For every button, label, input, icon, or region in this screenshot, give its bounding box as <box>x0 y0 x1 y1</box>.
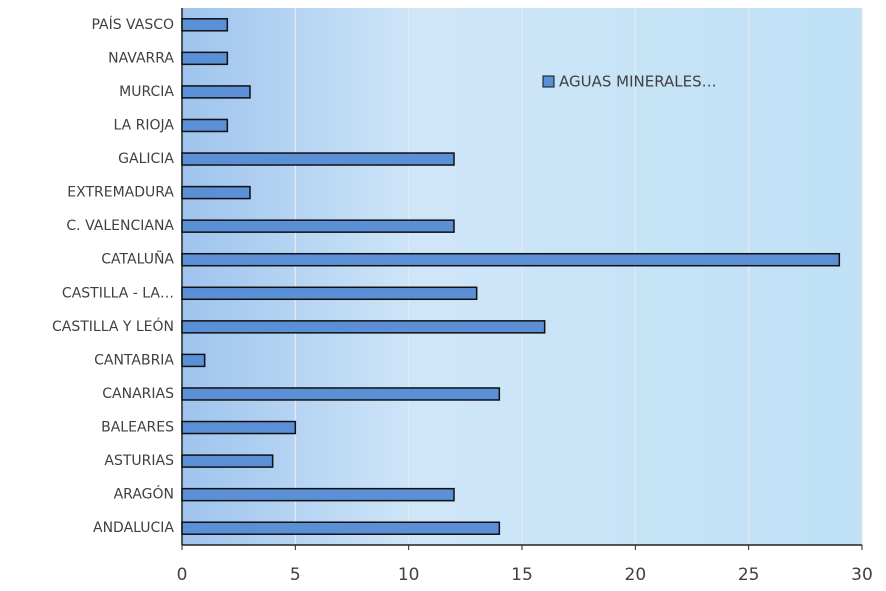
x-tick-label: 30 <box>851 565 873 585</box>
legend-label: AGUAS MINERALES… <box>559 73 717 91</box>
x-tick-label: 0 <box>177 565 188 585</box>
y-tick-label: CASTILLA Y LEÓN <box>52 317 174 335</box>
y-tick-label: CANARIAS <box>102 386 174 402</box>
y-tick-label: MURCIA <box>119 84 174 100</box>
bar <box>181 487 455 502</box>
y-tick-label: ANDALUCIA <box>93 520 174 536</box>
y-tick-label: ARAGÓN <box>114 485 174 503</box>
x-tick-label: 15 <box>511 565 533 585</box>
bar <box>181 320 546 334</box>
bar <box>181 152 455 166</box>
bar <box>181 454 274 468</box>
bar <box>181 219 455 233</box>
y-tick-label: EXTREMADURA <box>67 185 174 201</box>
x-tick-label: 5 <box>290 565 301 585</box>
y-tick-label: CANTABRIA <box>94 352 174 368</box>
bar <box>181 353 206 368</box>
bar <box>181 521 501 535</box>
bar <box>181 118 229 133</box>
bar <box>181 420 297 435</box>
y-tick-label: C. VALENCIANA <box>66 218 174 234</box>
y-tick-label: NAVARRA <box>108 50 174 66</box>
y-tick-label: ASTURIAS <box>104 453 174 469</box>
y-tick-label: CASTILLA - LA… <box>62 285 174 301</box>
bar <box>181 286 478 301</box>
bar <box>181 387 501 401</box>
x-tick-label: 25 <box>738 565 760 585</box>
y-tick-label: PAÍS VASCO <box>91 16 174 33</box>
bar <box>181 185 251 200</box>
bar <box>181 51 229 66</box>
x-tick-label: 20 <box>625 565 647 585</box>
x-tick-label: 10 <box>398 565 420 585</box>
y-tick-label: LA RIOJA <box>114 117 175 133</box>
y-tick-label: GALICIA <box>118 151 174 167</box>
legend-swatch <box>542 75 555 88</box>
y-tick-label: BALEARES <box>101 420 174 436</box>
y-tick-label: CATALUÑA <box>101 251 174 268</box>
bar <box>181 252 841 267</box>
bar <box>181 18 229 32</box>
bar <box>181 85 251 99</box>
